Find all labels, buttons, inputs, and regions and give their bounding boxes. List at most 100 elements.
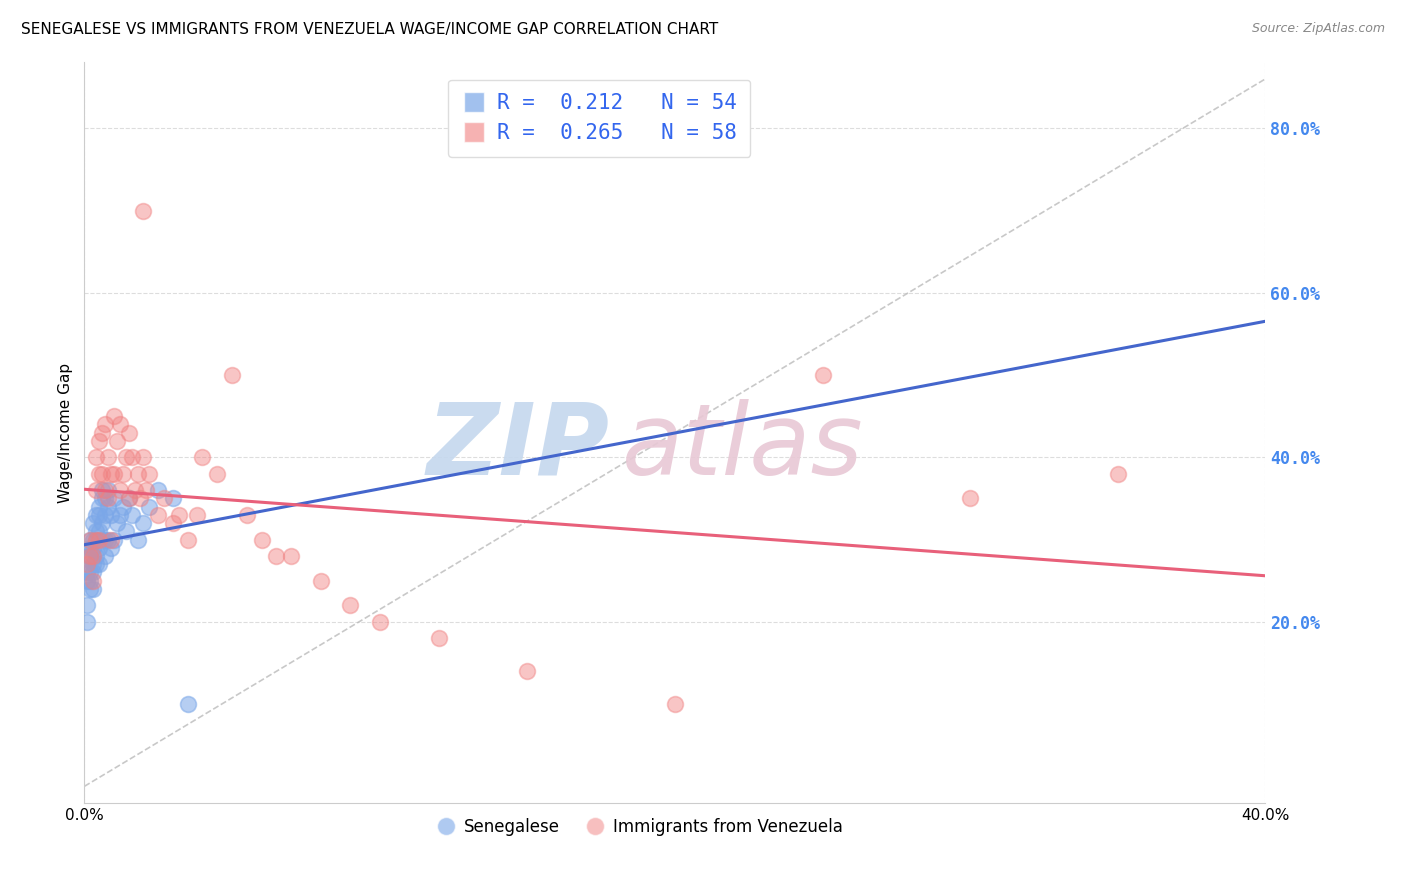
Point — [97, 483, 120, 498]
Point — [94, 491, 117, 506]
Point — [138, 467, 160, 481]
Point — [121, 508, 143, 522]
Point — [84, 483, 107, 498]
Point — [368, 615, 391, 629]
Point — [118, 425, 141, 440]
Y-axis label: Wage/Income Gap: Wage/Income Gap — [58, 362, 73, 503]
Point — [79, 549, 101, 563]
Point — [94, 533, 117, 547]
Point — [177, 697, 200, 711]
Point — [76, 615, 98, 629]
Point — [76, 566, 98, 580]
Point — [79, 541, 101, 555]
Point — [207, 467, 229, 481]
Point — [94, 549, 117, 563]
Point — [108, 483, 131, 498]
Point — [82, 533, 104, 547]
Point — [111, 467, 134, 481]
Point — [84, 508, 107, 522]
Point — [148, 483, 170, 498]
Text: Source: ZipAtlas.com: Source: ZipAtlas.com — [1251, 22, 1385, 36]
Point — [427, 632, 450, 646]
Point — [87, 533, 111, 547]
Point — [84, 524, 107, 539]
Point — [87, 434, 111, 448]
Point — [135, 483, 157, 498]
Point — [76, 549, 98, 563]
Point — [162, 516, 184, 530]
Point — [91, 533, 114, 547]
Point — [250, 533, 273, 547]
Point — [105, 516, 128, 530]
Point — [280, 549, 302, 563]
Point — [132, 203, 155, 218]
Text: SENEGALESE VS IMMIGRANTS FROM VENEZUELA WAGE/INCOME GAP CORRELATION CHART: SENEGALESE VS IMMIGRANTS FROM VENEZUELA … — [21, 22, 718, 37]
Point — [87, 524, 111, 539]
Point — [79, 582, 101, 596]
Legend: Senegalese, Immigrants from Venezuela: Senegalese, Immigrants from Venezuela — [429, 811, 849, 843]
Point — [339, 599, 361, 613]
Point — [127, 533, 149, 547]
Point — [87, 500, 111, 514]
Text: ZIP: ZIP — [427, 399, 610, 496]
Point — [153, 491, 176, 506]
Point — [138, 500, 160, 514]
Point — [87, 558, 111, 572]
Point — [94, 417, 117, 432]
Point — [100, 467, 122, 481]
Point — [105, 434, 128, 448]
Point — [79, 533, 101, 547]
Point — [108, 417, 131, 432]
Point — [959, 491, 981, 506]
Point — [103, 467, 125, 481]
Point — [121, 450, 143, 465]
Point — [79, 566, 101, 580]
Point — [103, 491, 125, 506]
Point — [132, 450, 155, 465]
Point — [118, 491, 141, 506]
Point — [221, 368, 243, 382]
Point — [82, 541, 104, 555]
Point — [76, 574, 98, 588]
Point — [132, 516, 155, 530]
Point — [79, 549, 101, 563]
Point — [97, 450, 120, 465]
Point — [108, 508, 131, 522]
Point — [266, 549, 288, 563]
Point — [100, 533, 122, 547]
Point — [84, 533, 107, 547]
Point — [1107, 467, 1129, 481]
Point — [124, 483, 146, 498]
Point — [114, 524, 136, 539]
Point — [82, 574, 104, 588]
Point — [91, 425, 114, 440]
Point — [91, 491, 114, 506]
Point — [129, 491, 152, 506]
Point — [309, 574, 332, 588]
Point — [91, 516, 114, 530]
Point — [82, 582, 104, 596]
Point — [118, 491, 141, 506]
Point — [100, 508, 122, 522]
Point — [82, 549, 104, 563]
Point — [84, 450, 107, 465]
Point — [127, 467, 149, 481]
Point — [91, 467, 114, 481]
Point — [82, 566, 104, 580]
Point — [100, 541, 122, 555]
Point — [79, 533, 101, 547]
Point — [103, 409, 125, 424]
Point — [664, 697, 686, 711]
Point — [177, 533, 200, 547]
Point — [111, 500, 134, 514]
Point — [162, 491, 184, 506]
Point — [97, 491, 120, 506]
Point — [94, 508, 117, 522]
Point — [97, 533, 120, 547]
Point — [148, 508, 170, 522]
Point — [516, 664, 538, 678]
Point — [79, 574, 101, 588]
Point — [84, 558, 107, 572]
Point — [84, 549, 107, 563]
Point — [87, 508, 111, 522]
